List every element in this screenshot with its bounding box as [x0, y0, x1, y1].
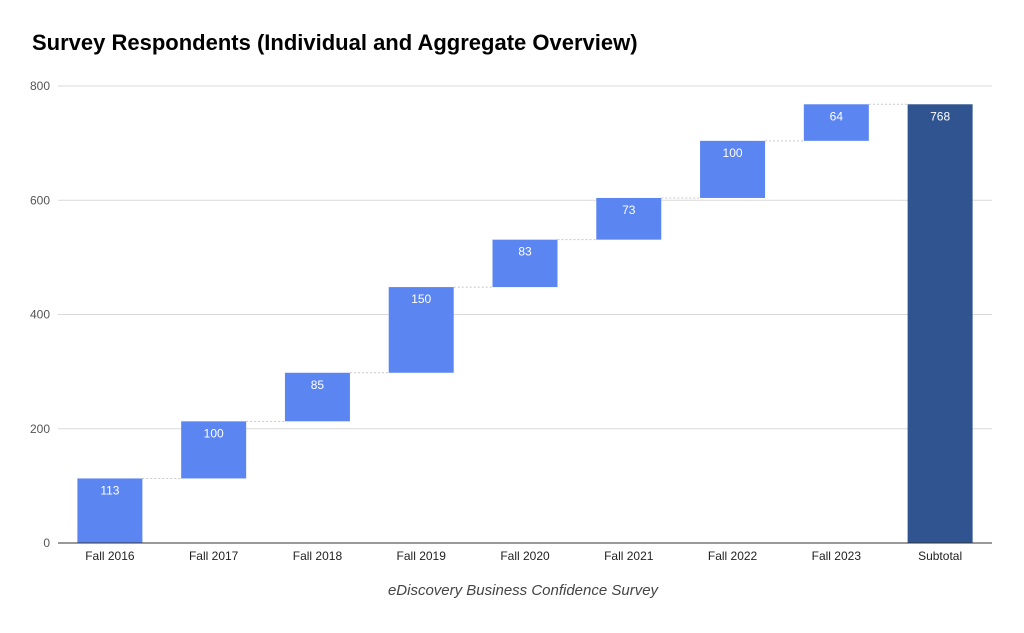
- x-tick-label: Fall 2018: [293, 549, 343, 563]
- bar-value-label: 768: [930, 109, 950, 123]
- x-tick-label: Fall 2019: [397, 549, 447, 563]
- x-tick-label: Fall 2016: [85, 549, 135, 563]
- x-tick-label: Fall 2023: [812, 549, 862, 563]
- chart-title: Survey Respondents (Individual and Aggre…: [32, 30, 638, 55]
- subtotal-bar: [907, 104, 973, 543]
- increase-bar: [181, 421, 247, 479]
- x-tick-label: Fall 2020: [500, 549, 550, 563]
- bar-value-label: 150: [411, 292, 431, 306]
- x-tick-label: Fall 2022: [708, 549, 758, 563]
- x-tick-label: Fall 2017: [189, 549, 239, 563]
- y-tick-label: 0: [43, 536, 50, 550]
- bar-value-label: 85: [311, 378, 325, 392]
- increase-bar: [284, 372, 350, 422]
- increase-bar: [492, 239, 558, 288]
- y-tick-label: 200: [30, 422, 50, 436]
- increase-bar: [803, 104, 869, 141]
- x-axis-caption: eDiscovery Business Confidence Survey: [387, 582, 659, 599]
- y-tick-label: 600: [30, 193, 50, 207]
- increase-bar: [77, 478, 143, 543]
- bar-value-label: 83: [518, 245, 532, 259]
- bar-value-label: 73: [622, 203, 636, 217]
- increase-bar: [700, 140, 766, 198]
- increase-bar: [388, 287, 454, 373]
- bar-value-label: 100: [204, 426, 224, 440]
- y-tick-label: 800: [30, 79, 50, 93]
- x-tick-label: Fall 2021: [604, 549, 654, 563]
- y-tick-label: 400: [30, 308, 50, 322]
- x-tick-label: Subtotal: [918, 549, 962, 563]
- bar-value-label: 64: [830, 109, 844, 123]
- increase-bar: [596, 197, 662, 240]
- bar-value-label: 100: [723, 146, 743, 160]
- bar-value-label: 113: [100, 483, 119, 497]
